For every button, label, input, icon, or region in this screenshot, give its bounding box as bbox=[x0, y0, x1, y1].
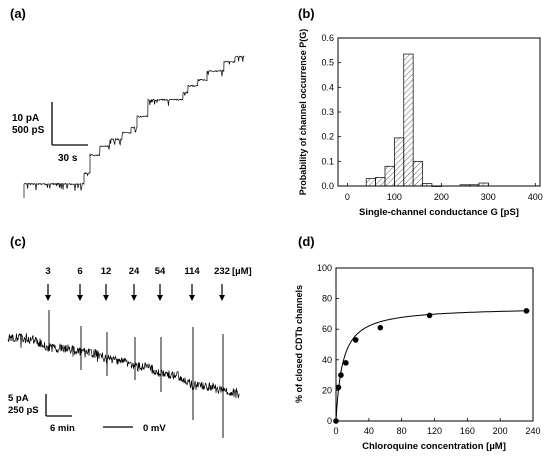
panel-c-scalebar-conductance: 250 pS bbox=[8, 405, 39, 416]
concentration-label: 54 bbox=[155, 266, 166, 277]
addition-arrow-head bbox=[131, 295, 137, 301]
histogram-bar bbox=[469, 184, 480, 187]
panel-b-y-tick-label: 0.3 bbox=[321, 107, 334, 117]
panel-d-x-tick-label: 80 bbox=[397, 426, 407, 436]
panel-d-fit-curve bbox=[335, 310, 530, 422]
panel-b-histogram: (b) 0 100 200 300 400 0.00.10.20.30.40.50.6 … bbox=[298, 6, 543, 218]
data-point bbox=[352, 337, 359, 343]
panel-a-scalebar-time: 30 s bbox=[58, 153, 78, 164]
panel-d-points bbox=[333, 308, 530, 424]
panel-b-x-tick-label: 400 bbox=[528, 192, 543, 202]
panel-d-x-axis-label: Chloroquine concentration [µM] bbox=[362, 441, 506, 452]
panel-b-x-tick-label: 100 bbox=[387, 192, 402, 202]
histogram-bar bbox=[431, 185, 442, 187]
panel-d-label: (d) bbox=[298, 234, 315, 249]
panel-d-y-tick-label: 100 bbox=[317, 263, 332, 273]
panel-b-y-tick-label: 0.1 bbox=[321, 156, 334, 166]
panel-b-y-ticks: 0.0 0.1 0.2 0.3 0.4 0.5 0.6 bbox=[321, 33, 341, 191]
panel-d-x-tick-label: 0 bbox=[333, 426, 338, 436]
data-point bbox=[338, 372, 344, 378]
panel-b-plot-frame bbox=[337, 37, 541, 187]
panel-c-concentration-labels: 3 6 12 24 54 114 232 bbox=[45, 266, 230, 301]
concentration-label: 232 bbox=[214, 266, 230, 277]
addition-arrow-head bbox=[219, 295, 225, 301]
panel-d-plot-frame bbox=[335, 267, 534, 422]
concentration-label: 12 bbox=[101, 266, 112, 277]
histogram-bar bbox=[412, 160, 423, 187]
panel-c-label: (c) bbox=[10, 234, 26, 249]
panel-d-x-tick-label: 200 bbox=[493, 426, 508, 436]
panel-a-trace-line bbox=[23, 55, 245, 198]
concentration-label: 3 bbox=[45, 266, 50, 277]
data-point bbox=[426, 312, 433, 319]
panel-d-y-tick-label: 80 bbox=[322, 294, 332, 304]
addition-arrow-head bbox=[103, 295, 109, 301]
addition-arrow-head bbox=[77, 295, 83, 301]
panel-b-y-tick-label: 0.5 bbox=[321, 58, 334, 68]
panel-c-unit-label: [µM] bbox=[232, 266, 252, 277]
panel-a-current-trace: (a) 10 pA 500 pS 30 s bbox=[10, 6, 245, 198]
panel-d-y-tick-label: 0 bbox=[327, 416, 332, 426]
panel-d-x-tick-label: 160 bbox=[460, 426, 475, 436]
concentration-label: 114 bbox=[184, 266, 200, 277]
data-point bbox=[523, 308, 530, 314]
panel-b-y-tick-label: 0.4 bbox=[321, 82, 334, 92]
panel-c-trace bbox=[7, 310, 240, 438]
histogram-bar bbox=[422, 183, 433, 187]
panel-b-y-axis-label: Probability of channel occurrence P(G) bbox=[298, 29, 308, 196]
histogram-bar bbox=[375, 177, 386, 187]
panel-d-x-ticks: 0 40 80 120 160 200 240 bbox=[333, 418, 541, 436]
histogram-bar bbox=[394, 137, 405, 187]
panel-b-x-axis-label: Single-channel conductance G [pS] bbox=[359, 207, 519, 218]
panel-d-y-axis-label: % of closed CDTb channels bbox=[294, 285, 304, 403]
panel-d-x-tick-label: 120 bbox=[427, 426, 442, 436]
histogram-bar bbox=[365, 178, 376, 187]
panel-d-x-tick-label: 40 bbox=[364, 426, 374, 436]
histogram-bar bbox=[403, 53, 414, 187]
panel-d-y-tick-label: 20 bbox=[322, 385, 332, 395]
panel-c-scalebar-current: 5 pA bbox=[8, 393, 29, 404]
panel-b-x-tick-label: 0 bbox=[345, 192, 350, 202]
concentration-label: 6 bbox=[77, 266, 82, 277]
panel-c-scalebar-time: 6 min bbox=[50, 423, 75, 434]
data-point bbox=[377, 324, 384, 331]
histogram-bar bbox=[459, 184, 470, 187]
addition-arrow-head bbox=[157, 295, 163, 301]
panel-b-label: (b) bbox=[298, 6, 315, 21]
panel-a-trace bbox=[23, 55, 245, 198]
panel-b-bars bbox=[365, 53, 489, 187]
data-point bbox=[343, 360, 349, 366]
histogram-bar bbox=[478, 182, 489, 187]
panel-c-trace-line bbox=[7, 333, 240, 399]
panel-a-scalebar-conductance: 500 pS bbox=[12, 125, 45, 136]
histogram-bar bbox=[384, 165, 395, 187]
panel-a-label: (a) bbox=[10, 6, 26, 21]
panel-b-y-tick-label: 0.0 bbox=[321, 181, 334, 191]
panel-c-titration-trace: (c) 3 6 12 24 54 114 232 [µM] 5 pA 250 pS 6 mi… bbox=[7, 234, 252, 438]
panel-d-y-tick-label: 40 bbox=[322, 355, 332, 365]
addition-arrow-head bbox=[189, 295, 195, 301]
concentration-label: 24 bbox=[129, 266, 140, 277]
panel-b-x-tick-label: 200 bbox=[434, 192, 449, 202]
panel-c-zero-label: 0 mV bbox=[143, 423, 166, 434]
addition-arrow-head bbox=[45, 295, 51, 301]
panel-b-x-tick-label: 300 bbox=[481, 192, 496, 202]
panel-b-y-tick-label: 0.6 bbox=[321, 33, 334, 43]
panel-d-dose-response: (d) 0 40 80 120 160 200 240 0 20 40 60 80 100 Chlor… bbox=[294, 234, 541, 452]
panel-d-x-tick-label: 240 bbox=[525, 426, 540, 436]
data-point bbox=[335, 384, 342, 391]
panel-b-x-ticks: 0 100 200 300 400 bbox=[345, 183, 543, 202]
data-point bbox=[333, 418, 339, 424]
panel-a-scalebar-current: 10 pA bbox=[12, 113, 39, 124]
panel-b-y-tick-label: 0.2 bbox=[321, 132, 334, 142]
panel-d-y-tick-label: 60 bbox=[322, 324, 332, 334]
